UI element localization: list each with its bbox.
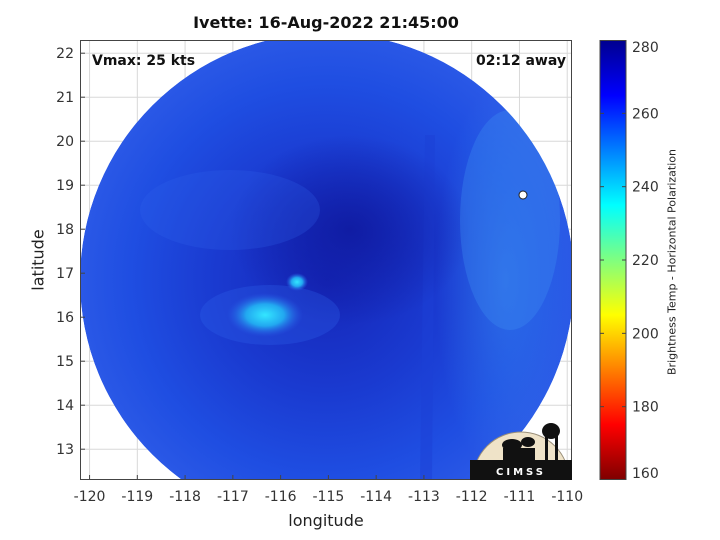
y-axis-label: latitude [28,229,48,291]
y-tick-label: 22 [56,46,74,62]
chart-title: Ivette: 16-Aug-2022 21:45:00 [193,13,459,32]
y-tick-label: 18 [56,222,74,238]
y-tick-label: 19 [56,178,74,194]
x-tick-label: -113 [408,489,440,505]
colorbar-tick-label: 280 [632,40,659,56]
colorbar: 160 180 200 220 240 260 280 [598,40,698,482]
x-tick-label: -114 [360,489,392,505]
x-tick-label: -120 [74,489,106,505]
x-tick-label: -115 [312,489,344,505]
y-tick-label: 16 [56,310,74,326]
x-tick-label: -116 [265,489,297,505]
y-tick-label: 20 [56,134,74,150]
plot-area: CIMSS [80,40,572,480]
x-tick-label: -118 [169,489,201,505]
y-tick-label: 15 [56,354,74,370]
convective-spot [227,293,303,337]
colorbar-tick-label: 200 [632,326,659,342]
colorbar-tick-label: 240 [632,180,659,196]
x-tick-label: -117 [217,489,249,505]
colorbar-tick-label: 180 [632,400,659,416]
colorbar-tick-label: 260 [632,106,659,122]
y-tick-label: 17 [56,266,74,282]
x-tick-label: -112 [456,489,488,505]
time-away-label: 02:12 away [476,53,566,69]
colorbar-tick-label: 160 [632,466,659,480]
swath-map: CIMSS [80,40,572,480]
cimss-logo: CIMSS [470,423,572,480]
y-tick-label: 13 [56,442,74,458]
x-axis-label: longitude [288,511,364,530]
colorbar-tick-label: 220 [632,253,659,269]
x-tick-label: -119 [121,489,153,505]
x-tick-label: -110 [551,489,583,505]
y-tick-label: 21 [56,90,74,106]
colorbar-label: Brightness Temp - Horizontal Polarizatio… [665,149,679,375]
vmax-label: Vmax: 25 kts [92,53,196,69]
colorbar-gradient [599,40,627,480]
x-tick-label: -111 [504,489,536,505]
convective-spot [286,273,308,291]
brightness-swath [80,40,572,480]
logo-text: CIMSS [496,467,546,478]
y-tick-label: 14 [56,398,74,414]
